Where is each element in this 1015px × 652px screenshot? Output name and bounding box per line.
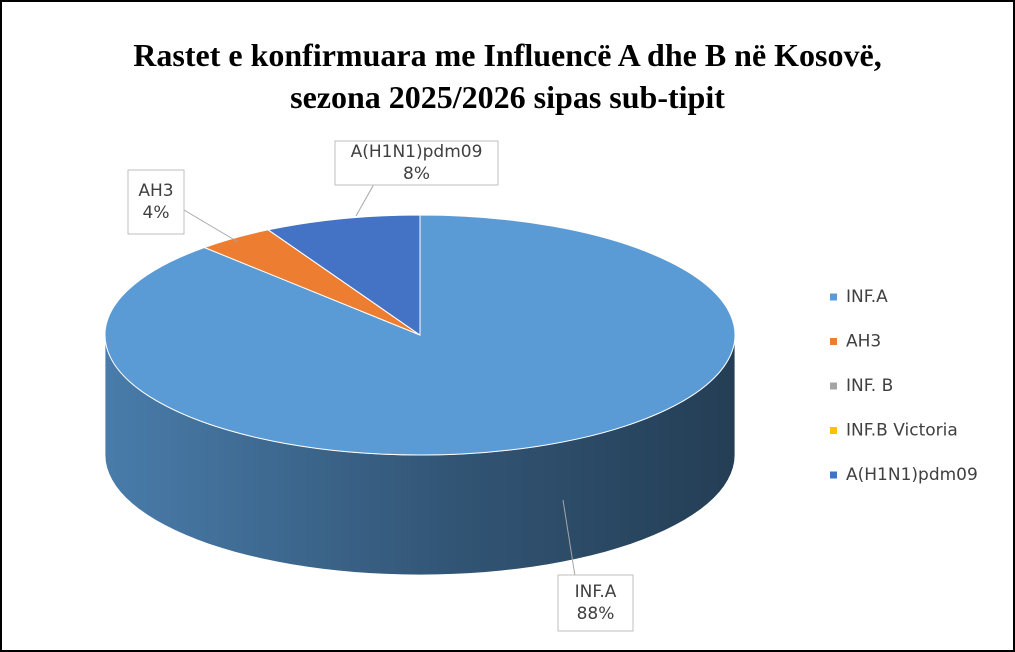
data-label-value: 4%: [143, 203, 170, 223]
data-label-box: [127, 169, 185, 235]
legend-swatch: [830, 382, 837, 390]
data-label-category: INF.A: [575, 582, 617, 602]
data-label-box: [557, 574, 634, 632]
leader-line: [355, 183, 375, 217]
legend-swatch: [830, 427, 837, 434]
legend-swatch: [830, 293, 837, 301]
legend-swatch: [830, 471, 837, 479]
data-label-value: 8%: [403, 164, 430, 184]
data-label-category: AH3: [138, 181, 173, 201]
data-label-box: [334, 140, 499, 186]
legend-label: INF.A: [846, 287, 888, 307]
legend-label: INF. B: [846, 376, 893, 396]
leader-line: [183, 209, 239, 243]
data-label-category: A(H1N1)pdm09: [351, 142, 483, 162]
chart-title: Rastet e konfirmuara me Influencë A dhe …: [133, 37, 882, 115]
leader-line: [562, 499, 576, 577]
legend-swatch: [830, 338, 837, 345]
data-label-value: 88%: [577, 604, 615, 624]
legend-label: A(H1N1)pdm09: [846, 465, 978, 485]
pie-slice: [266, 214, 421, 336]
legend-label: INF.B Victoria: [846, 421, 958, 441]
legend-label: AH3: [846, 332, 881, 352]
